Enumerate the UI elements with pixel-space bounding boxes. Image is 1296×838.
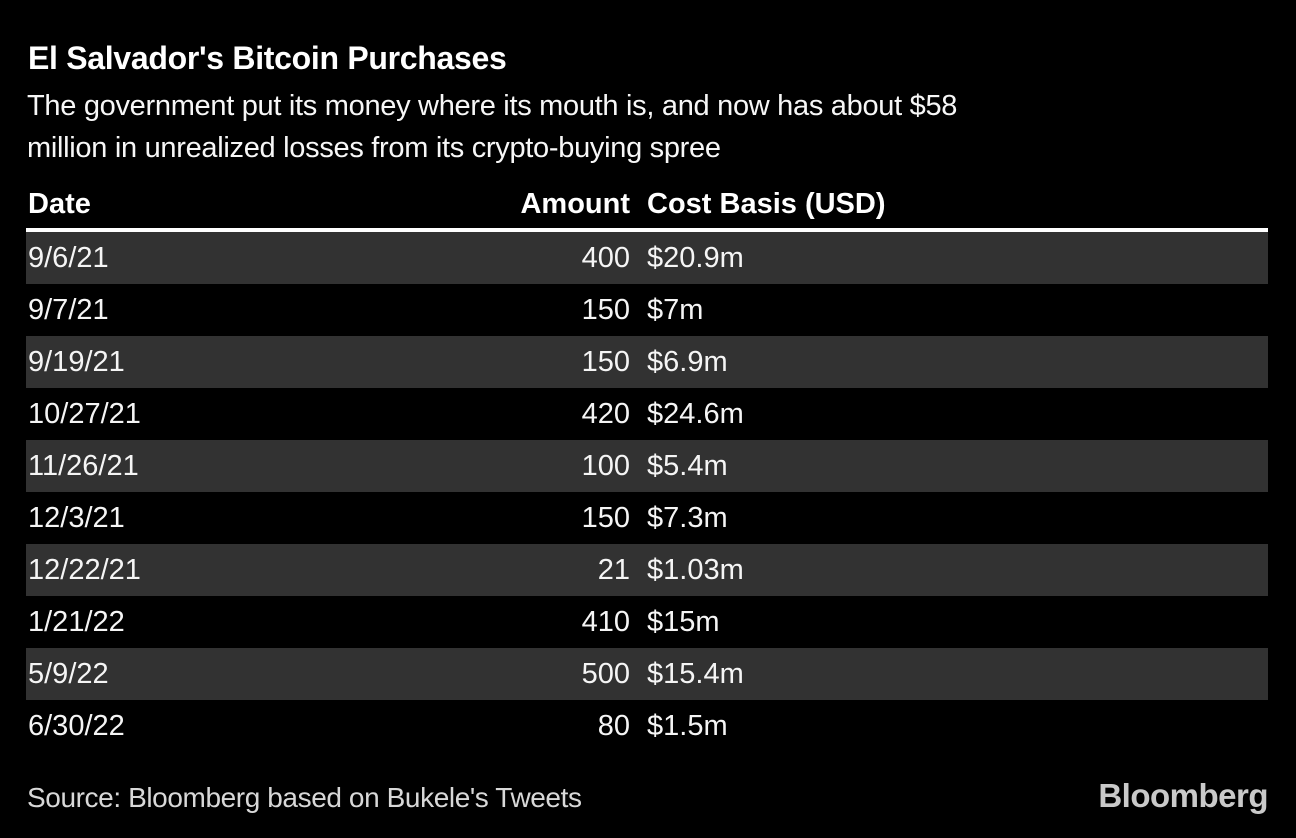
cost-basis-cell: $1.5m xyxy=(647,709,728,742)
date-cell: 10/27/21 xyxy=(28,397,141,430)
cost-basis-cell: $5.4m xyxy=(647,449,728,482)
cost-basis-cell: $1.03m xyxy=(647,553,744,586)
table-header-row: Date Amount Cost Basis (USD) xyxy=(26,188,1268,232)
chart-footer: Source: Bloomberg based on Bukele's Twee… xyxy=(26,777,1268,815)
purchases-table: Date Amount Cost Basis (USD) 9/6/21 400 $2… xyxy=(26,188,1268,752)
amount-cell: 150 xyxy=(581,501,630,534)
date-cell: 12/22/21 xyxy=(28,553,141,586)
table-row: 6/30/22 80 $1.5m xyxy=(26,700,1268,752)
amount-cell: 21 xyxy=(597,553,630,586)
table-row: 1/21/22 410 $15m xyxy=(26,596,1268,648)
table-row: 12/3/21 150 $7.3m xyxy=(26,492,1268,544)
amount-cell: 150 xyxy=(581,293,630,326)
cost-basis-cell: $15m xyxy=(647,605,720,638)
date-cell: 5/9/22 xyxy=(28,657,109,690)
date-cell: 6/30/22 xyxy=(28,709,125,742)
cost-basis-cell: $20.9m xyxy=(647,241,744,274)
source-note: Source: Bloomberg based on Bukele's Twee… xyxy=(27,782,582,813)
date-cell: 9/6/21 xyxy=(28,241,109,274)
date-cell: 9/19/21 xyxy=(28,345,125,378)
table-row: 11/26/21 100 $5.4m xyxy=(26,440,1268,492)
column-header-cost-basis: Cost Basis (USD) xyxy=(647,188,886,220)
chart-subtitle: The government put its money where its m… xyxy=(26,85,1268,169)
amount-cell: 500 xyxy=(581,657,630,690)
cost-basis-cell: $15.4m xyxy=(647,657,744,690)
amount-cell: 400 xyxy=(581,241,630,274)
column-header-date: Date xyxy=(28,188,91,220)
table-row: 9/19/21 150 $6.9m xyxy=(26,336,1268,388)
cost-basis-cell: $6.9m xyxy=(647,345,728,378)
cost-basis-cell: $7.3m xyxy=(647,501,728,534)
table-row: 5/9/22 500 $15.4m xyxy=(26,648,1268,700)
column-header-amount: Amount xyxy=(520,188,630,220)
table-row: 10/27/21 420 $24.6m xyxy=(26,388,1268,440)
amount-cell: 150 xyxy=(581,345,630,378)
amount-cell: 410 xyxy=(581,605,630,638)
bloomberg-logo: Bloomberg xyxy=(1098,777,1268,814)
cost-basis-cell: $7m xyxy=(647,293,704,326)
table-row: 9/7/21 150 $7m xyxy=(26,284,1268,336)
date-cell: 11/26/21 xyxy=(28,449,139,482)
amount-cell: 100 xyxy=(581,449,630,482)
table-body: 9/6/21 400 $20.9m 9/7/21 150 $7m 9/19/21 150 $6.… xyxy=(26,232,1268,752)
cost-basis-cell: $24.6m xyxy=(647,397,744,430)
chart-title: El Salvador's Bitcoin Purchases xyxy=(28,40,507,76)
amount-cell: 420 xyxy=(581,397,630,430)
chart-subtitle-line-2: million in unrealized losses from its cr… xyxy=(27,132,721,164)
table-row: 9/6/21 400 $20.9m xyxy=(26,232,1268,284)
table-row: 12/22/21 21 $1.03m xyxy=(26,544,1268,596)
date-cell: 12/3/21 xyxy=(28,501,125,534)
date-cell: 9/7/21 xyxy=(28,293,109,326)
amount-cell: 80 xyxy=(597,709,630,742)
chart-subtitle-line-1: The government put its money where its m… xyxy=(27,90,958,122)
date-cell: 1/21/22 xyxy=(28,605,125,638)
